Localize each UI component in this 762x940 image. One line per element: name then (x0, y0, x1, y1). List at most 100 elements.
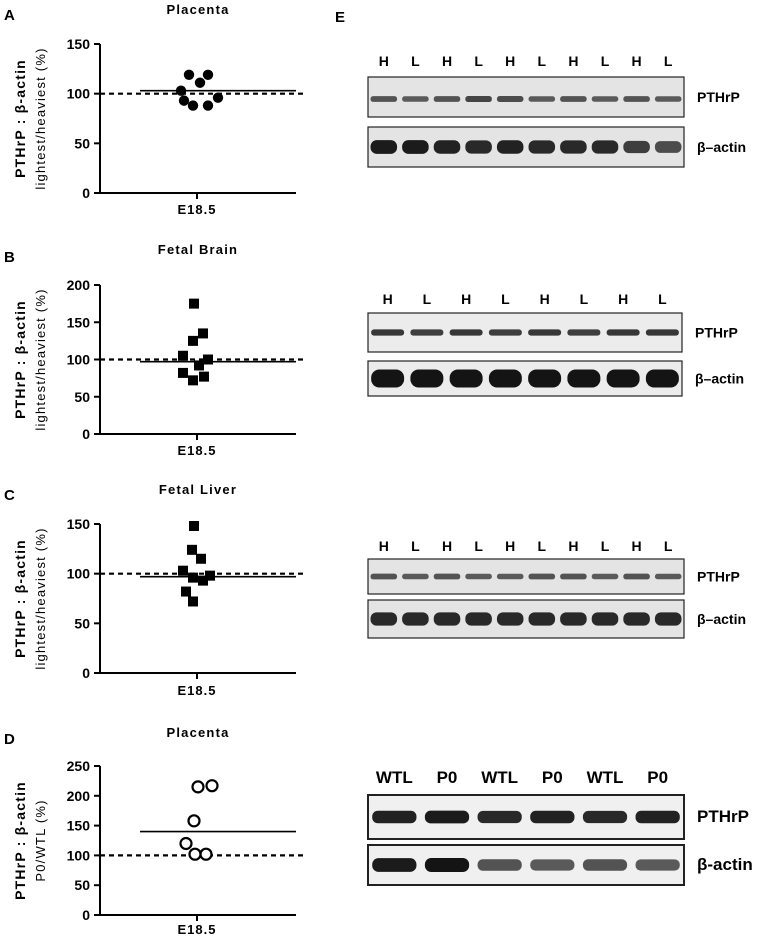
lane-label: L (601, 53, 610, 69)
panel-letter-e: E (335, 9, 345, 26)
y-tick-label: 150 (67, 818, 91, 834)
blot-band (582, 859, 628, 871)
data-point (188, 572, 198, 583)
data-point (181, 586, 191, 597)
data-point (188, 847, 202, 861)
western-blot-panel: H L H L H L H L H L PTHrP β–actin H L H L H L H L PTHrP β–act… (367, 53, 753, 886)
blot-band (370, 140, 398, 154)
data-point (194, 77, 206, 88)
blot-row-label: β–actin (697, 139, 746, 155)
lane-label: L (664, 538, 673, 554)
lane-label: H (379, 538, 389, 554)
lane-label: H (540, 291, 550, 307)
lane-label: H (505, 538, 515, 554)
lane-label: L (580, 291, 589, 307)
lane-label: P0 (542, 768, 563, 787)
data-point (179, 836, 193, 851)
scatter-panels: Placenta 0 50 100 150 E18.5 PTHrP : β-actin lig… (12, 2, 304, 937)
blot-band (370, 612, 398, 626)
blot-band (371, 369, 405, 388)
blot-band (433, 140, 461, 154)
blot-band (449, 369, 483, 388)
blot-band (449, 329, 483, 336)
data-point (188, 596, 198, 607)
y-tick-label: 0 (82, 907, 90, 923)
lane-label: H (379, 53, 389, 69)
blot-band (424, 858, 470, 872)
y-tick-label: 100 (67, 847, 91, 863)
blot-band (465, 573, 492, 580)
data-point (183, 69, 195, 80)
blot-row-label: PTHrP (695, 325, 738, 341)
chart-panel-b: Fetal Brain 0 50 100 150 200 E18.5 PTHrP : β-ac… (12, 242, 304, 458)
blot-band (528, 140, 556, 154)
data-point (198, 575, 208, 586)
blot-band (528, 329, 562, 336)
blot-band (488, 329, 522, 336)
x-category-label: E18.5 (178, 922, 217, 937)
blot-band (370, 96, 398, 102)
chart-title: Fetal Liver (159, 482, 237, 497)
data-point (188, 375, 198, 386)
blot-band (635, 810, 680, 824)
y-tick-label: 50 (74, 877, 90, 893)
y-tick-label: 50 (74, 389, 90, 405)
lane-label: H (442, 538, 452, 554)
panel-letter-c: C (4, 487, 15, 504)
y-tick-label: 150 (67, 314, 91, 330)
lane-label: P0 (647, 768, 668, 787)
chart-panel-d: Placenta 0 50 100 150 200 250 E18.5 PTHrP : β-ac… (12, 725, 304, 937)
blot-band (606, 329, 640, 336)
data-point (191, 780, 205, 794)
y-tick-label: 150 (67, 516, 91, 532)
data-point (203, 354, 213, 365)
data-point (187, 814, 201, 828)
data-point (178, 565, 188, 576)
lane-label: L (474, 53, 483, 69)
blot-band (654, 141, 682, 153)
blot-band (477, 810, 522, 824)
blot-band (465, 612, 492, 626)
y-axis-label-line-2: lightest/heaviest (%) (33, 527, 48, 669)
data-point (212, 92, 224, 103)
blot-band (433, 573, 461, 580)
blot-group-4: WTL P0 WTL P0 WTL P0 PTHrP β-actin (367, 768, 753, 886)
y-tick-label: 200 (67, 277, 91, 293)
data-point (178, 367, 188, 378)
blot-band (567, 369, 601, 388)
y-tick-label: 50 (74, 135, 90, 151)
blot-band (623, 573, 650, 580)
blot-group-2: H L H L H L H L PTHrP β–actin (367, 291, 744, 397)
chart-title: Placenta (166, 725, 229, 740)
blot-band (560, 612, 587, 626)
y-axis-label-line-1: PTHrP : β-actin (12, 300, 28, 419)
data-point (194, 360, 204, 371)
lane-label: L (411, 53, 420, 69)
blot-band (530, 810, 575, 824)
blot-band (496, 140, 524, 154)
blot-band (402, 96, 429, 102)
blot-band (654, 573, 682, 580)
blot-band (645, 369, 679, 388)
lane-label: L (423, 291, 432, 307)
blot-band (528, 369, 562, 388)
blot-band (371, 329, 405, 336)
y-tick-label: 0 (82, 426, 90, 442)
lane-label: H (568, 538, 578, 554)
y-tick-label: 0 (82, 185, 90, 201)
lane-label: H (461, 291, 471, 307)
blot-band (370, 573, 398, 580)
chart-panel-c: Fetal Liver 0 50 100 150 E18.5 PTHrP : β-actin… (12, 482, 304, 698)
data-point (189, 520, 199, 531)
blot-row-frame (367, 794, 685, 840)
blot-band (560, 140, 587, 154)
data-point (205, 779, 219, 793)
blot-row-label: β–actin (695, 371, 744, 387)
blot-band (560, 573, 587, 580)
y-axis-label-line-1: PTHrP : β-actin (12, 781, 28, 900)
lane-label: L (538, 53, 547, 69)
panel-letter-b: B (4, 249, 15, 266)
lane-label: L (411, 538, 420, 554)
y-tick-label: 250 (67, 758, 91, 774)
blot-band (372, 858, 417, 872)
